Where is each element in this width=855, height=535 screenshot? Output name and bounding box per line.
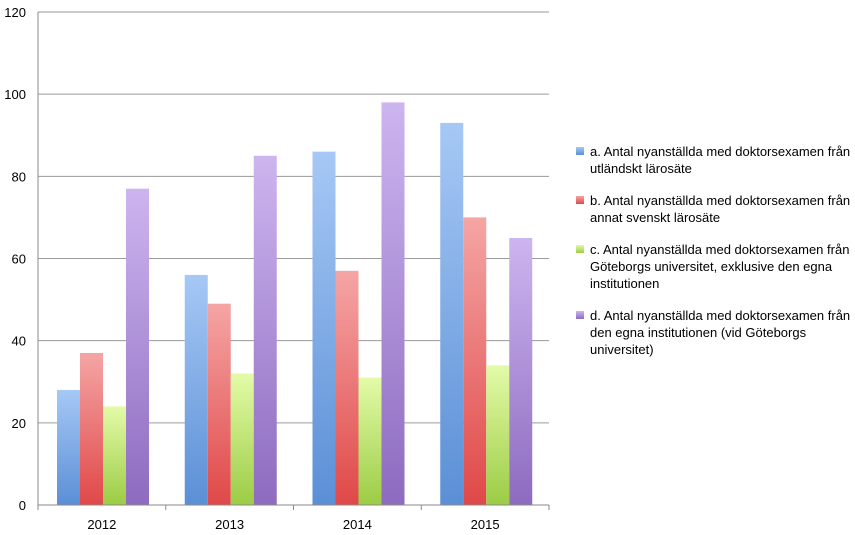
legend-swatch-c [576,245,584,253]
legend-item-c: c. Antal nyanställda med doktorsexamen f… [576,241,851,292]
legend-label-d: d. Antal nyanställda med doktorsexamen f… [590,308,851,357]
y-tick-label: 60 [12,252,26,267]
x-tick-label: 2014 [343,517,372,532]
bars [57,102,533,506]
bar [207,303,231,505]
bar [381,102,405,505]
legend-item-d: d. Antal nyanställda med doktorsexamen f… [576,307,851,358]
bar [184,274,208,505]
bar [103,406,126,505]
axes [37,12,550,510]
bar [253,155,277,505]
bar [440,122,464,506]
x-tick-label: 2013 [215,517,244,532]
bar [57,389,80,505]
bar [358,377,382,505]
x-tick-labels: 2012 2013 2014 2015 [87,517,499,532]
legend: a. Antal nyanställda med doktorsexamen f… [576,143,851,373]
legend-label-b: b. Antal nyanställda med doktorsexamen f… [590,193,851,225]
x-tick-label: 2012 [87,517,116,532]
y-tick-label: 100 [4,87,26,102]
legend-swatch-a [576,147,584,155]
legend-swatch-b [576,196,584,204]
legend-item-b: b. Antal nyanställda med doktorsexamen f… [576,192,851,226]
legend-swatch-d [576,311,584,319]
bar [335,270,359,505]
bar [126,188,149,506]
x-tick-label: 2015 [471,517,500,532]
bar [463,217,487,505]
legend-item-a: a. Antal nyanställda med doktorsexamen f… [576,143,851,177]
bar [486,365,510,505]
bar [312,151,336,505]
bar [80,352,103,505]
y-tick-label: 120 [4,5,26,20]
legend-label-c: c. Antal nyanställda med doktorsexamen f… [590,242,850,291]
bar [230,373,254,505]
legend-label-a: a. Antal nyanställda med doktorsexamen f… [590,144,851,176]
y-tick-label: 0 [19,498,26,513]
bar [509,237,533,506]
y-tick-label: 80 [12,169,26,184]
y-tick-label: 20 [12,416,26,431]
y-tick-labels: 0 20 40 60 80 100 120 [4,5,26,513]
y-tick-label: 40 [12,334,26,349]
